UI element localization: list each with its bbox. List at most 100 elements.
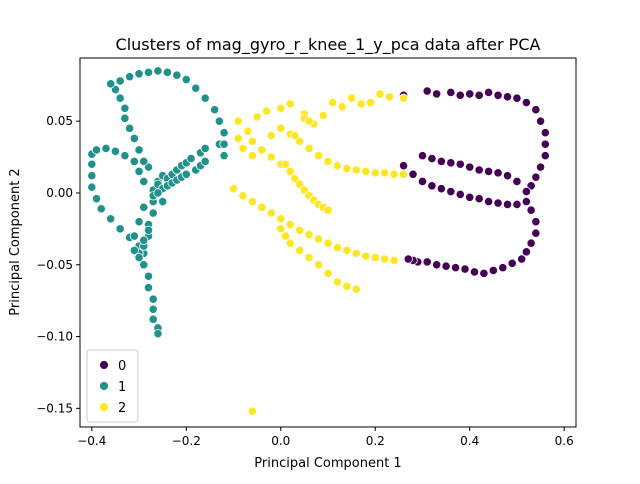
data-point <box>247 196 258 207</box>
data-point <box>389 169 399 179</box>
data-point <box>148 294 158 304</box>
legend-marker <box>99 360 109 370</box>
data-point <box>153 329 163 339</box>
data-point <box>502 92 513 102</box>
x-tick-label: 0.4 <box>460 434 479 448</box>
data-point <box>351 248 361 258</box>
data-point <box>134 166 144 177</box>
data-point <box>143 67 154 77</box>
data-point <box>417 176 428 187</box>
data-point <box>139 235 149 245</box>
data-point <box>474 165 484 175</box>
y-axis-label: Principal Component 2 <box>8 168 23 315</box>
data-points <box>87 66 550 416</box>
data-point <box>361 166 371 177</box>
data-point <box>422 86 432 96</box>
data-point <box>91 145 102 155</box>
data-point <box>120 103 130 113</box>
data-point <box>266 208 276 218</box>
data-point <box>540 151 550 161</box>
data-point <box>243 126 253 136</box>
data-point <box>210 105 220 115</box>
data-point <box>446 186 456 197</box>
data-point <box>455 159 465 169</box>
legend-marker <box>99 402 109 412</box>
data-point <box>313 151 324 161</box>
data-point <box>257 202 267 212</box>
data-point <box>295 245 305 255</box>
data-point <box>488 265 498 276</box>
data-point <box>389 255 399 266</box>
data-point <box>106 214 116 224</box>
data-point <box>120 113 130 123</box>
data-point <box>134 217 144 227</box>
data-point <box>474 194 484 204</box>
data-point <box>465 192 475 202</box>
data-point <box>384 92 395 102</box>
data-point <box>200 93 210 103</box>
data-point <box>460 264 470 274</box>
data-point <box>484 87 494 98</box>
data-point <box>238 191 248 201</box>
data-point <box>526 205 536 215</box>
legend-box <box>86 349 139 423</box>
data-point <box>351 284 361 294</box>
data-point <box>535 162 546 172</box>
data-point <box>290 130 300 141</box>
data-point <box>498 263 508 273</box>
legend: 0 1 2 <box>86 349 139 423</box>
data-point <box>280 231 291 241</box>
data-point <box>276 123 286 133</box>
data-point <box>502 171 513 181</box>
data-point <box>361 251 371 261</box>
data-point <box>233 116 243 126</box>
data-point <box>125 72 135 82</box>
data-point <box>134 69 144 79</box>
data-point <box>285 219 295 230</box>
data-point <box>148 314 158 324</box>
data-point <box>469 267 480 277</box>
data-point <box>342 281 352 291</box>
data-point <box>512 176 522 187</box>
data-point <box>304 252 314 263</box>
data-point <box>531 217 541 227</box>
data-point <box>276 224 286 234</box>
data-point <box>521 97 532 108</box>
data-point <box>432 260 442 270</box>
data-point <box>493 198 503 208</box>
data-point <box>276 214 286 224</box>
data-point <box>129 133 139 144</box>
data-point <box>200 143 210 154</box>
series-0 <box>398 86 550 278</box>
data-point <box>398 93 409 103</box>
data-point <box>148 208 158 218</box>
y-tick-label: 0.00 <box>46 186 73 200</box>
data-point <box>247 151 258 161</box>
data-point <box>526 238 536 248</box>
data-point <box>347 93 357 103</box>
data-point <box>139 260 149 270</box>
data-point <box>512 199 522 210</box>
data-point <box>106 79 116 89</box>
x-axis-label: Principal Component 1 <box>254 456 401 471</box>
data-point <box>502 199 513 210</box>
y-tick-label: 0.05 <box>46 114 73 128</box>
data-point <box>233 133 243 144</box>
x-tick-label: −0.2 <box>172 434 201 448</box>
data-point <box>380 254 390 264</box>
data-point <box>455 189 465 200</box>
data-point <box>531 172 541 182</box>
data-point <box>276 103 286 113</box>
data-point <box>365 97 376 108</box>
data-point <box>87 171 97 181</box>
series-1 <box>87 66 229 339</box>
data-point <box>115 76 125 86</box>
data-point <box>148 304 158 314</box>
data-point <box>143 225 154 235</box>
data-point <box>172 70 182 80</box>
data-point <box>219 139 229 149</box>
data-point <box>266 152 276 162</box>
data-point <box>455 90 465 100</box>
